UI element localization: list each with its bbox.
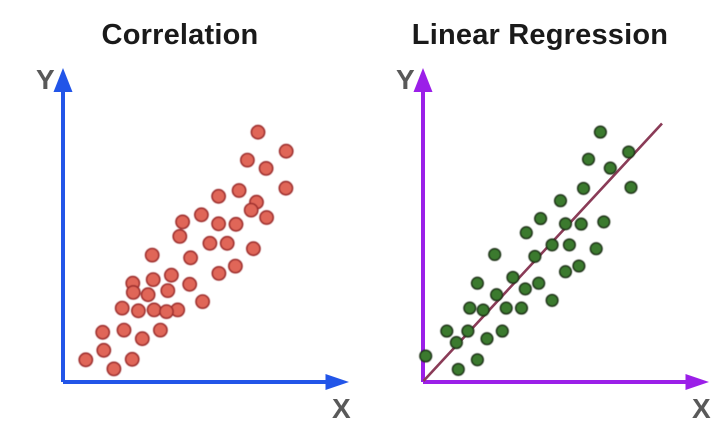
svg-text:Y: Y bbox=[36, 64, 55, 95]
svg-text:X: X bbox=[332, 393, 351, 424]
svg-text:X: X bbox=[692, 393, 711, 424]
svg-text:Y: Y bbox=[396, 64, 415, 95]
